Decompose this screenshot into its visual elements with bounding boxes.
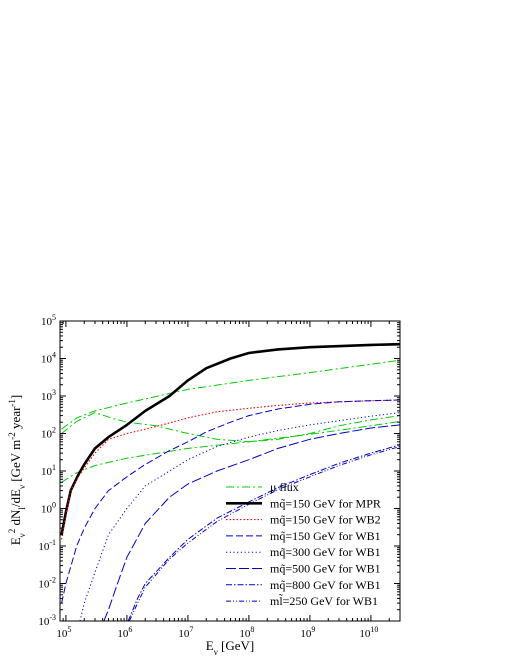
- legend-label-6: mq̃=800 GeV for WB1: [270, 578, 381, 592]
- plot-curves: [60, 342, 401, 622]
- series-line-7: [103, 424, 401, 622]
- y-axis-title: Eν2 dNl/dEν [GeV m-2 year-1]: [7, 395, 27, 546]
- series-line-0: [61, 359, 401, 430]
- series-line-9: [128, 446, 401, 622]
- legend-label-7: ml̃=250 GeV for WB1: [270, 593, 378, 608]
- series-line-3: [60, 342, 401, 535]
- legend-label-5: mq̃=500 GeV for WB1: [270, 562, 381, 576]
- legend-label-2: mq̃=150 GeV for WB2: [270, 513, 381, 527]
- series-line-8: [127, 444, 401, 622]
- x-axis-title: Eν [GeV]: [206, 638, 255, 657]
- series-line-1: [61, 412, 401, 443]
- series-line-2: [61, 420, 401, 483]
- legend-label-3: mq̃=150 GeV for WB1: [270, 529, 381, 543]
- legend: μ flux mq̃=150 GeV for MPR mq̃=150 GeV for…: [226, 480, 381, 608]
- series-line-5: [61, 399, 401, 604]
- legend-label-4: mq̃=300 GeV for WB1: [270, 545, 381, 559]
- legend-label-0: μ flux: [270, 480, 299, 494]
- series-line-4: [61, 399, 401, 540]
- legend-label-1: mq̃=150 GeV for MPR: [270, 496, 381, 510]
- axis-ticks: [59, 320, 401, 622]
